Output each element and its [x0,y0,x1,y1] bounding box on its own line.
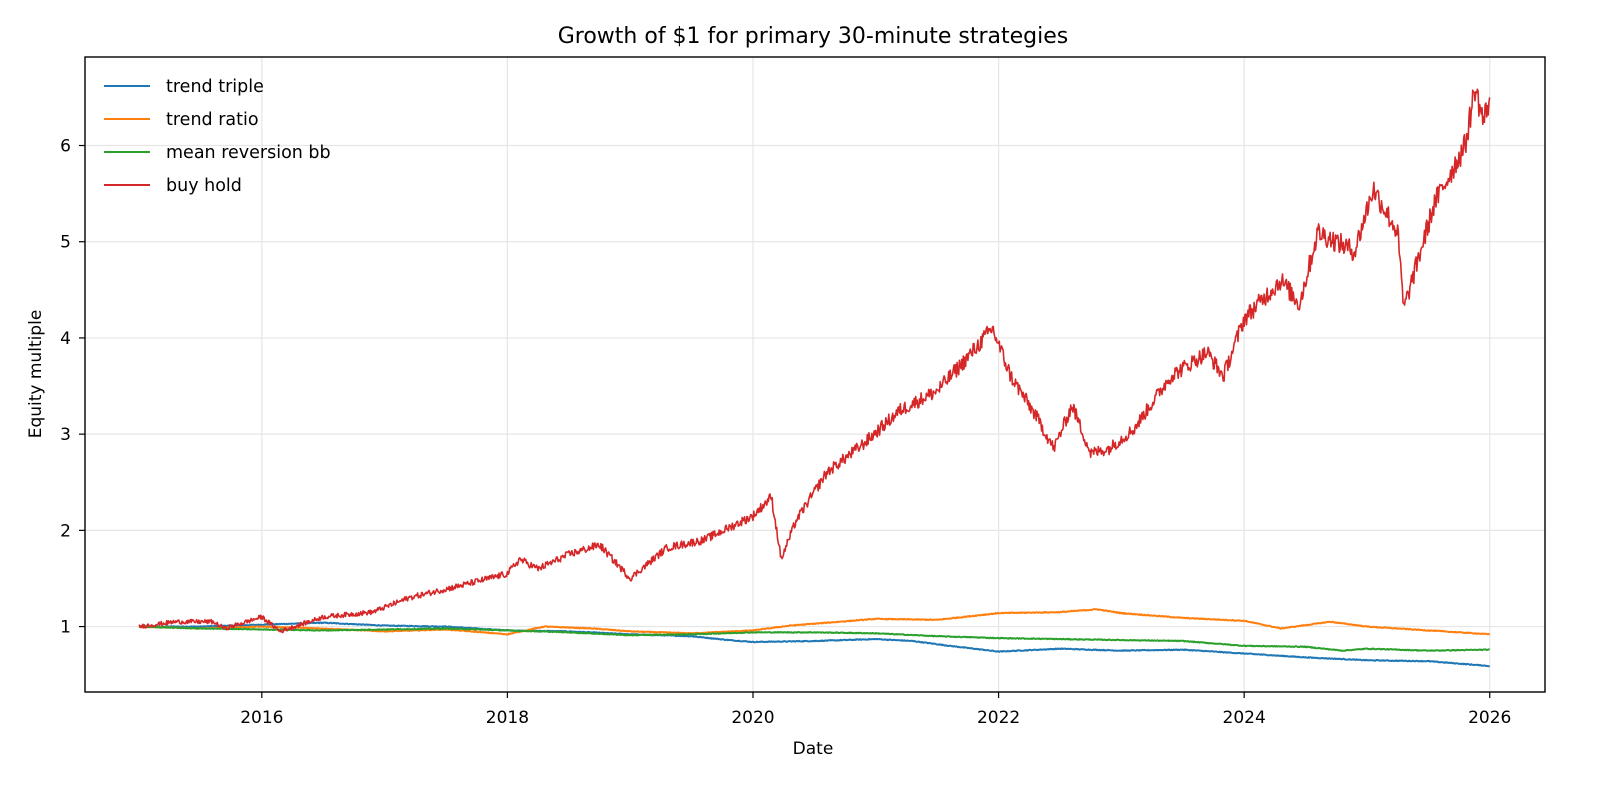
series-layer [138,88,1491,668]
y-tick-label: 3 [60,425,71,445]
x-tick-label: 2024 [1223,708,1266,728]
y-tick-label: 2 [60,521,71,541]
legend-label-trend-triple: trend triple [166,77,264,97]
x-axis-label: Date [793,739,834,759]
series-line-buy-hold [138,88,1491,634]
legend-label-mean-reversion-bb: mean reversion bb [166,143,331,163]
y-axis-label: Equity multiple [26,310,46,439]
x-tick-label: 2018 [486,708,529,728]
y-tick-label: 4 [60,329,71,349]
y-tick-label: 5 [60,233,71,253]
x-tick-label: 2016 [240,708,283,728]
axes: 2016 2018 2020 2022 2024 2026 1 2 3 4 5 6 [60,137,1511,728]
series-line-mean-reversion-bb [138,625,1491,652]
legend-label-buy-hold: buy hold [166,176,242,196]
y-tick-label: 6 [60,137,71,157]
legend: trend triple trend ratio mean reversion bb… [104,77,331,196]
x-tick-label: 2020 [731,708,774,728]
plot-area-frame [84,56,1546,693]
x-tick-label: 2026 [1468,708,1511,728]
y-tick-label: 1 [60,618,71,638]
x-tick-label: 2022 [977,708,1020,728]
chart-title: Growth of $1 for primary 30-minute strat… [558,24,1069,49]
series-line-trend-triple [138,621,1490,668]
legend-label-trend-ratio: trend ratio [166,110,259,130]
